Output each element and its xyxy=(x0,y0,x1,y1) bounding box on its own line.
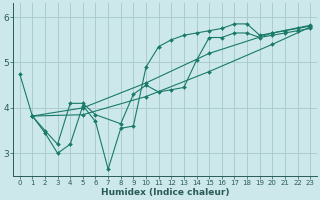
X-axis label: Humidex (Indice chaleur): Humidex (Indice chaleur) xyxy=(101,188,229,197)
